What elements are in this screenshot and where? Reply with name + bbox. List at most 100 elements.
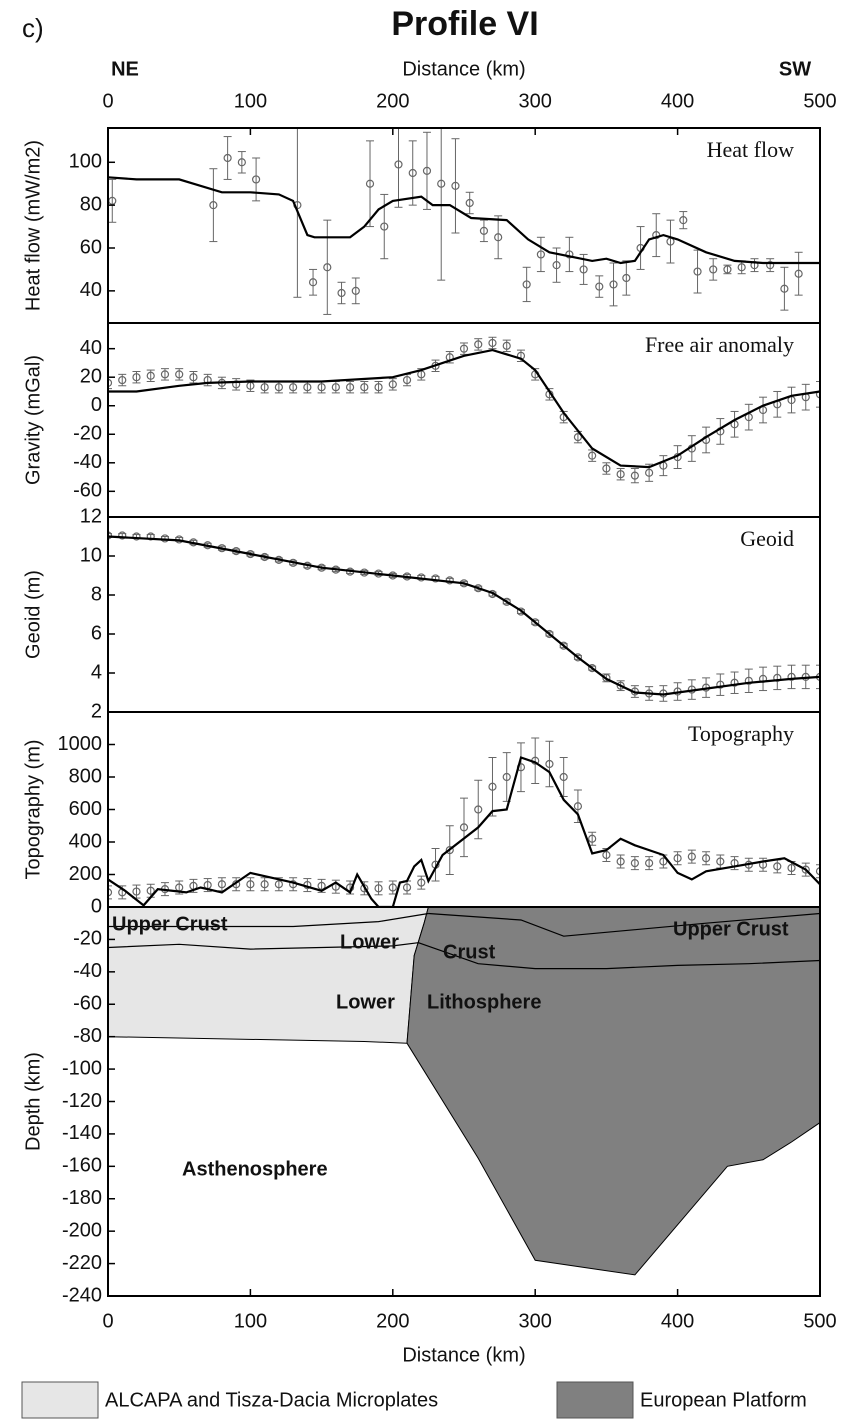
marker [474, 805, 483, 814]
marker [787, 672, 796, 682]
data-point [758, 396, 768, 424]
data-point [630, 468, 639, 484]
legend-label: ALCAPA and Tisza-Dacia Microplates [105, 1389, 438, 1411]
model-line [108, 348, 820, 469]
marker [595, 282, 604, 291]
data-point [622, 260, 631, 296]
data-point [132, 371, 141, 384]
marker [474, 584, 483, 593]
marker [132, 887, 141, 896]
marker [723, 265, 732, 274]
panel-title: Free air anomaly [645, 332, 794, 357]
data-point [459, 797, 469, 858]
plot-area [108, 336, 820, 484]
plot-area [108, 531, 820, 702]
data-point [565, 236, 574, 273]
data-point [595, 275, 604, 298]
legend-swatch [21, 1381, 99, 1419]
marker [701, 854, 711, 863]
y-tick-label: 12 [80, 505, 102, 527]
data-point [787, 664, 796, 690]
geologic-body [406, 907, 820, 1276]
data-point [237, 151, 246, 174]
data-point [522, 266, 531, 303]
marker [209, 201, 218, 210]
y-axis-label: Heat flow (mW/m2) [22, 140, 44, 311]
panel-title: Heat flow [707, 137, 794, 162]
y-tick-label: -40 [73, 451, 102, 473]
x-tick-label: 400 [661, 90, 694, 112]
data-point [659, 455, 668, 477]
marker [394, 160, 403, 169]
marker [437, 179, 446, 188]
y-tick-label: -220 [62, 1252, 102, 1274]
plot-area [108, 737, 820, 907]
data-point [488, 757, 497, 817]
data-point [474, 779, 483, 840]
data-point [679, 211, 688, 230]
y-axis-label: Depth (km) [22, 1052, 44, 1151]
data-point [345, 380, 355, 394]
marker [794, 269, 803, 278]
marker [522, 280, 531, 289]
y-tick-label: 40 [80, 279, 102, 301]
data-point [160, 368, 170, 381]
marker [408, 168, 417, 178]
y-tick-label: -20 [73, 423, 102, 445]
data-point [744, 403, 753, 431]
y-tick-label: -160 [62, 1155, 102, 1177]
marker [274, 880, 283, 889]
data-point [337, 281, 346, 305]
marker [217, 880, 227, 889]
x-tick-label: 300 [519, 90, 552, 112]
data-point [388, 378, 397, 391]
marker [323, 263, 332, 272]
data-point [801, 383, 810, 411]
x-tick-label: 100 [234, 90, 267, 112]
marker [573, 433, 583, 442]
data-point [815, 864, 820, 879]
marker [766, 261, 775, 270]
marker [108, 888, 113, 897]
data-point [374, 380, 383, 394]
data-point [693, 249, 702, 294]
y-tick-label: 200 [69, 863, 102, 885]
marker [588, 664, 597, 673]
marker [673, 854, 682, 863]
data-point [108, 885, 113, 900]
data-point [659, 854, 668, 869]
layer-boundary [108, 912, 429, 928]
marker [402, 375, 412, 385]
data-point [780, 266, 789, 311]
marker [380, 222, 389, 231]
data-point [773, 390, 782, 418]
y-tick-label: 1000 [58, 733, 103, 755]
data-point [479, 219, 489, 243]
marker [565, 250, 574, 259]
marker [474, 340, 483, 349]
data-point [260, 877, 269, 892]
marker [588, 451, 597, 460]
marker [246, 880, 255, 889]
marker [345, 383, 355, 392]
y-axis-label: Topography (m) [22, 739, 44, 879]
data-point [750, 258, 759, 273]
data-point [545, 740, 554, 788]
x-tick-label: 200 [376, 1310, 409, 1332]
data-point [630, 856, 639, 871]
end-label: SW [779, 58, 811, 80]
marker [465, 198, 474, 208]
data-point [687, 849, 696, 864]
data-point [146, 369, 155, 382]
y-tick-label: 20 [80, 365, 102, 387]
data-point [246, 877, 255, 892]
marker [189, 373, 198, 382]
data-point [588, 831, 597, 846]
marker [616, 681, 625, 690]
data-point [209, 168, 218, 243]
data-point [402, 880, 412, 895]
marker [494, 233, 503, 242]
data-point [645, 856, 654, 871]
marker [709, 265, 718, 274]
data-point [331, 380, 340, 394]
